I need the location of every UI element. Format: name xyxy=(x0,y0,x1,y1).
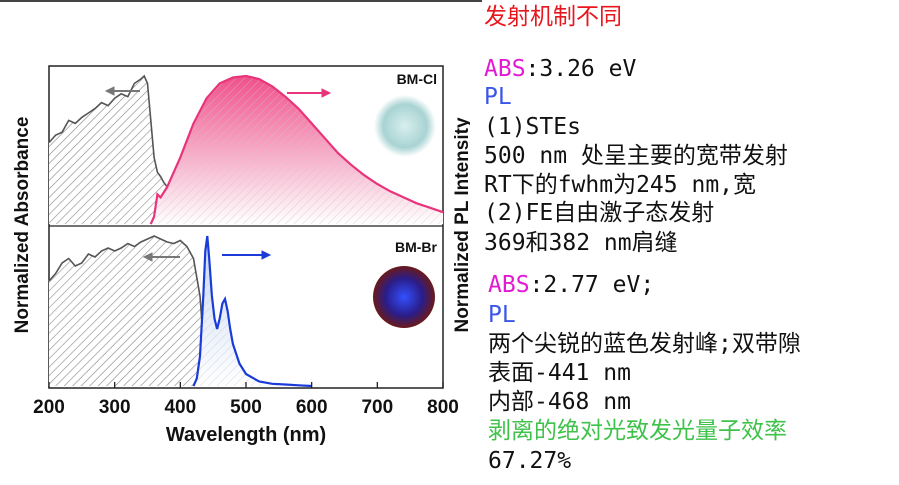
note-segment: (2)FE自由激子态发射 xyxy=(484,200,715,226)
note-line: 表面-441 nm xyxy=(488,360,631,386)
note-segment: 内部-468 nm xyxy=(488,389,631,415)
x-tick-label: 800 xyxy=(427,397,459,418)
note-line: PL xyxy=(488,302,516,328)
x-tick-label: 700 xyxy=(361,397,393,418)
note-segment: :2.77 eV; xyxy=(529,272,655,298)
x-tick-label: 400 xyxy=(164,397,196,418)
bm-br-pl-line xyxy=(192,235,312,388)
note-segment: 67.27% xyxy=(488,448,572,474)
bm-cl-pl-hatch xyxy=(150,76,444,224)
note-line: RT下的fwhm为245 nm,宽 xyxy=(484,172,756,198)
note-line: 500 nm 处呈主要的宽带发射 xyxy=(484,143,788,169)
x-tick-label: 200 xyxy=(33,397,65,418)
bm-br-sample-photo xyxy=(373,266,435,328)
arrow-right-icon xyxy=(222,250,272,260)
note-segment: :3.26 eV xyxy=(525,56,637,82)
absorbance-pl-figure: BM-Cl BM-Br Normalized Absorbance Normal… xyxy=(12,65,470,446)
bm-cl-sample-photo xyxy=(374,95,436,157)
note-line: 67.27% xyxy=(488,448,571,474)
note-line: 剥离的绝对光致发光量子效率 xyxy=(488,418,787,444)
bm-cl-abs-line xyxy=(48,74,175,193)
panel-label-bm-cl: BM-Cl xyxy=(397,71,437,87)
note-line: 内部-468 nm xyxy=(488,389,631,415)
note-segment: 剥离的绝对光致发光量子效率 xyxy=(488,418,787,444)
note-segment: 表面-441 nm xyxy=(488,360,631,386)
note-segment: ABS xyxy=(484,56,526,82)
bm-cl-abs-area xyxy=(49,76,174,224)
arrow-left-icon xyxy=(104,86,140,96)
note-segment: ABS xyxy=(488,272,530,298)
note-segment: PL xyxy=(488,302,516,328)
x-axis-label: Wavelength (nm) xyxy=(166,424,326,446)
note-line: 369和382 nm肩缝 xyxy=(484,230,678,256)
bm-br-abs-area xyxy=(49,236,207,386)
x-tick-label: 300 xyxy=(99,397,131,418)
note-line: PL xyxy=(484,84,512,110)
bm-cl-pl-line xyxy=(149,74,444,225)
note-segment: RT下的fwhm为245 nm,宽 xyxy=(484,172,757,198)
x-tick-label: 600 xyxy=(296,397,328,418)
note-segment: 369和382 nm肩缝 xyxy=(484,230,678,256)
note-segment: 发射机制不同 xyxy=(484,4,622,30)
panel-label-bm-br: BM-Br xyxy=(395,239,438,255)
arrow-left-icon xyxy=(142,252,180,262)
note-line: 发射机制不同 xyxy=(484,4,622,30)
note-segment: 两个尖锐的蓝色发射峰;双带隙 xyxy=(488,331,801,357)
y-axis-label-right: Normalized PL Intensity xyxy=(452,117,470,332)
note-segment: 500 nm 处呈主要的宽带发射 xyxy=(484,143,788,169)
note-line: ABS:3.26 eV xyxy=(484,56,636,82)
note-segment: (1)STEs xyxy=(484,114,581,140)
top-divider xyxy=(0,0,482,2)
note-segment: PL xyxy=(484,84,512,110)
note-line: ABS:2.77 eV; xyxy=(488,272,654,298)
note-line: 两个尖锐的蓝色发射峰;双带隙 xyxy=(488,331,801,357)
bm-br-abs-line xyxy=(48,235,208,372)
y-axis-label-left: Normalized Absorbance xyxy=(12,117,33,334)
note-line: (1)STEs xyxy=(484,114,581,140)
bm-br-pl-hatch xyxy=(193,236,312,386)
arrow-right-icon xyxy=(287,88,332,98)
note-line: (2)FE自由激子态发射 xyxy=(484,200,714,226)
x-tick-label: 500 xyxy=(230,397,262,418)
